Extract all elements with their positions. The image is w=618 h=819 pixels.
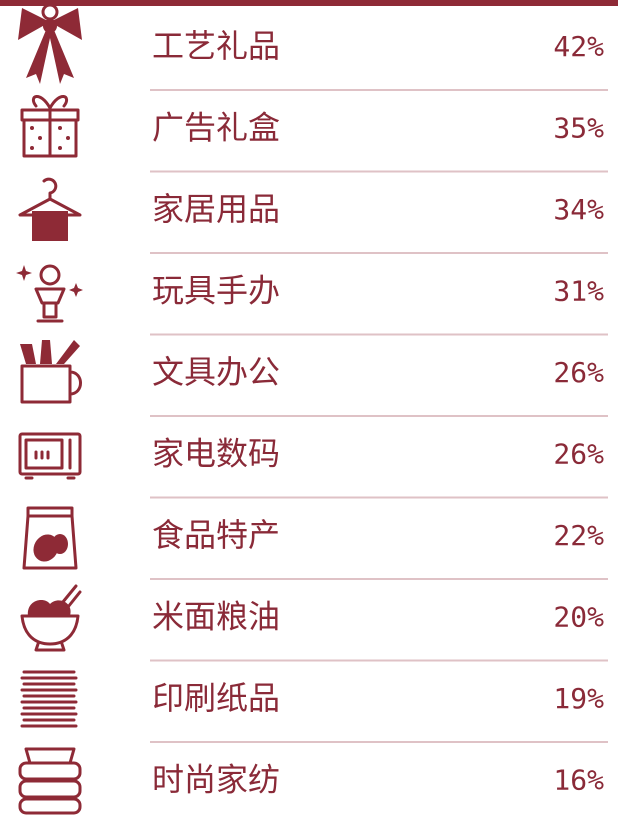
icon-textile [18,747,82,815]
icon-gift [20,95,80,158]
category-label: 工艺礼品 [152,27,280,65]
category-label: 玩具手办 [152,272,280,310]
category-percent: 22% [553,519,604,552]
icon-microwave [18,432,82,480]
category-percent: 19% [553,682,604,715]
category-label: 家电数码 [152,435,280,473]
category-label: 家居用品 [152,190,280,228]
category-label: 印刷纸品 [152,679,280,717]
icon-figure [16,264,83,323]
icon-bow [18,3,82,84]
icon-paper-stack [20,670,78,728]
category-percent: 26% [553,356,604,389]
icon-hanger [18,177,82,241]
category-percent: 42% [553,30,604,63]
icon-bowl [20,584,82,652]
category-percent: 16% [553,764,604,797]
icon-food-bag [22,506,78,570]
category-percent: 31% [553,275,604,308]
category-label: 米面粮油 [152,598,280,636]
category-percent: 35% [553,112,604,145]
icon-mug [20,340,82,404]
top-bar [0,0,618,6]
category-percent: 34% [553,193,604,226]
category-label: 时尚家纺 [152,761,280,799]
category-label: 文具办公 [152,353,280,391]
category-percent: 20% [553,601,604,634]
category-label: 食品特产 [152,516,280,554]
category-label: 广告礼盒 [152,109,280,147]
category-percent: 26% [553,438,604,471]
